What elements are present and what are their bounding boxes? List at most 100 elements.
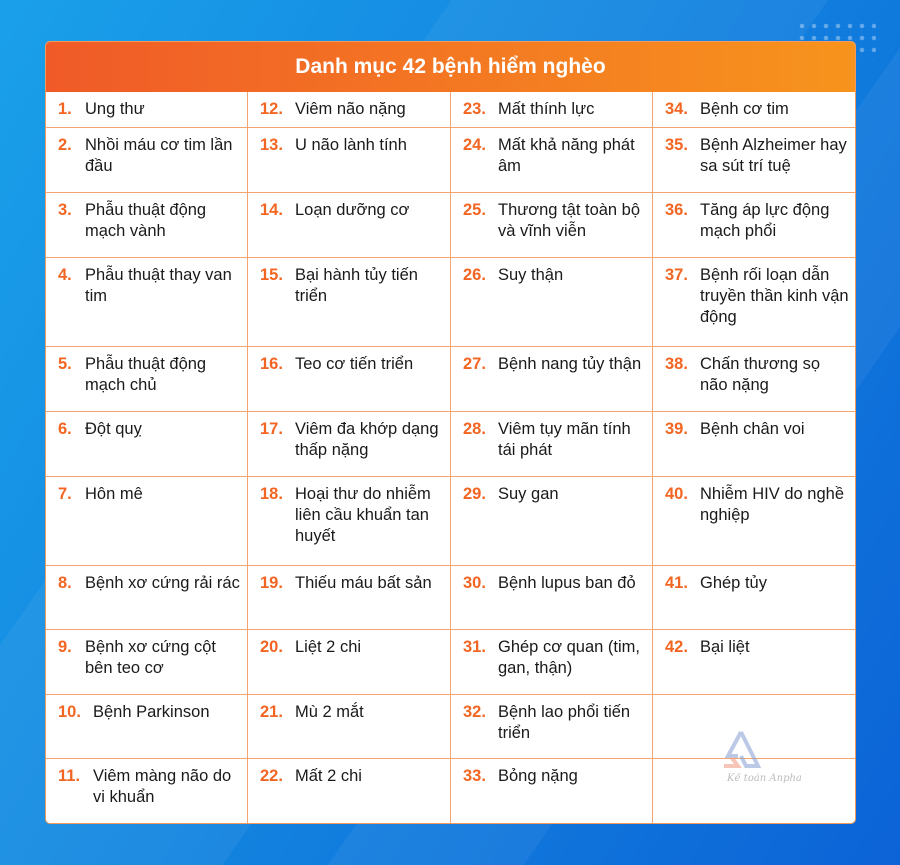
disease-name: Bệnh nang tủy thận: [498, 355, 642, 373]
disease-item: 37. Bệnh rối loạn dẫn truyền thần kinh vậ…: [653, 258, 855, 347]
disease-name: Mất 2 chi: [295, 767, 362, 785]
disease-item: 19. Thiếu máu bất sản: [248, 566, 451, 630]
disease-table-card: Danh mục 42 bệnh hiểm nghèo 1. Ung thư 12.…: [45, 41, 856, 824]
disease-name: Nhồi máu cơ tim lần đầu: [85, 136, 233, 175]
disease-name: U não lành tính: [295, 136, 407, 154]
disease-name: Bệnh Alzheimer hay sa sút trí tuệ: [700, 136, 847, 175]
disease-name: Suy gan: [498, 485, 559, 503]
disease-name: Chấn thương sọ não nặng: [700, 355, 821, 394]
disease-number: 37.: [665, 266, 688, 284]
disease-name: Bại liệt: [700, 638, 750, 656]
disease-number: 12.: [260, 100, 283, 118]
table-title: Danh mục 42 bệnh hiểm nghèo: [46, 42, 855, 92]
disease-name: Ung thư: [85, 100, 145, 118]
disease-name: Phẫu thuật thay van tim: [85, 266, 232, 305]
disease-number: 24.: [463, 136, 486, 154]
disease-item: 39. Bệnh chân voi: [653, 412, 855, 477]
disease-item: 34. Bệnh cơ tim: [653, 92, 855, 128]
disease-name: Bệnh xơ cứng cột bên teo cơ: [85, 638, 217, 677]
disease-item: 28. Viêm tụy mãn tính tái phát: [451, 412, 653, 477]
disease-item: 41. Ghép tủy: [653, 566, 855, 630]
watermark-text: Kế toán Anpha: [727, 773, 802, 784]
disease-name: Thiếu máu bất sản: [295, 574, 432, 592]
disease-item: 10. Bệnh Parkinson: [46, 695, 248, 759]
disease-item: 20. Liệt 2 chi: [248, 630, 451, 695]
disease-item: 40. Nhiễm HIV do nghề nghiệp: [653, 477, 855, 566]
disease-number: 22.: [260, 767, 283, 785]
disease-item: 15. Bại hành tủy tiến triển: [248, 258, 451, 347]
disease-number: 41.: [665, 574, 688, 592]
disease-number: 23.: [463, 100, 486, 118]
disease-number: 17.: [260, 420, 283, 438]
disease-name: Nhiễm HIV do nghề nghiệp: [700, 485, 844, 524]
disease-number: 5.: [58, 355, 72, 373]
disease-name: Liệt 2 chi: [295, 638, 362, 656]
disease-item: 35. Bệnh Alzheimer hay sa sút trí tuệ: [653, 128, 855, 193]
disease-item: 2. Nhồi máu cơ tim lần đầu: [46, 128, 248, 193]
disease-number: 29.: [463, 485, 486, 503]
disease-item: 31. Ghép cơ quan (tim, gan, thận): [451, 630, 653, 695]
disease-name: Suy thận: [498, 266, 564, 284]
disease-number: 42.: [665, 638, 688, 656]
disease-name: Thương tật toàn bộ và vĩnh viễn: [498, 201, 641, 240]
disease-number: 28.: [463, 420, 486, 438]
disease-number: 31.: [463, 638, 486, 656]
disease-item: 14. Loạn dưỡng cơ: [248, 193, 451, 258]
disease-number: 2.: [58, 136, 72, 154]
disease-name: Bệnh lupus ban đỏ: [498, 574, 636, 592]
disease-number: 7.: [58, 485, 72, 503]
disease-item: 24. Mất khả năng phát âm: [451, 128, 653, 193]
disease-item: 32. Bệnh lao phổi tiến triển: [451, 695, 653, 759]
disease-number: 25.: [463, 201, 486, 219]
disease-number: 32.: [463, 703, 486, 721]
disease-item: 22. Mất 2 chi: [248, 759, 451, 823]
disease-item: 1. Ung thư: [46, 92, 248, 128]
disease-item: 17. Viêm đa khớp dạng thấp nặng: [248, 412, 451, 477]
disease-item: 3. Phẫu thuật động mạch vành: [46, 193, 248, 258]
disease-number: 1.: [58, 100, 72, 118]
disease-number: 21.: [260, 703, 283, 721]
disease-number: 35.: [665, 136, 688, 154]
disease-item: 42. Bại liệt: [653, 630, 855, 695]
disease-item: 25. Thương tật toàn bộ và vĩnh viễn: [451, 193, 653, 258]
disease-name: Viêm đa khớp dạng thấp nặng: [295, 420, 439, 459]
disease-number: 20.: [260, 638, 283, 656]
disease-name: Bại hành tủy tiến triển: [295, 266, 418, 305]
disease-item: 13. U não lành tính: [248, 128, 451, 193]
disease-number: 6.: [58, 420, 72, 438]
disease-number: 8.: [58, 574, 72, 592]
disease-number: 30.: [463, 574, 486, 592]
disease-name: Hoại thư do nhiễm liên cầu khuẩn tan huy…: [295, 485, 431, 545]
disease-item: 33. Bỏng nặng: [451, 759, 653, 823]
disease-item: 12. Viêm não nặng: [248, 92, 451, 128]
disease-name: Tăng áp lực động mạch phổi: [700, 201, 830, 240]
disease-item: 27. Bệnh nang tủy thận: [451, 347, 653, 412]
disease-item: 23. Mất thính lực: [451, 92, 653, 128]
disease-number: 9.: [58, 638, 72, 656]
disease-item: 11. Viêm màng não do vi khuẩn: [46, 759, 248, 823]
disease-number: 3.: [58, 201, 72, 219]
disease-number: 39.: [665, 420, 688, 438]
disease-item: 21. Mù 2 mắt: [248, 695, 451, 759]
disease-number: 34.: [665, 100, 688, 118]
disease-name: Bệnh rối loạn dẫn truyền thần kinh vận đ…: [700, 266, 849, 326]
disease-name: Bệnh cơ tim: [700, 100, 789, 118]
disease-number: 33.: [463, 767, 486, 785]
disease-number: 19.: [260, 574, 283, 592]
disease-item: 9. Bệnh xơ cứng cột bên teo cơ: [46, 630, 248, 695]
disease-item: 6. Đột quỵ: [46, 412, 248, 477]
disease-number: 13.: [260, 136, 283, 154]
disease-name: Đột quỵ: [85, 420, 142, 438]
disease-name: Bệnh chân voi: [700, 420, 805, 438]
disease-item: 36. Tăng áp lực động mạch phổi: [653, 193, 855, 258]
disease-name: Bệnh Parkinson: [93, 703, 210, 721]
disease-name: Bệnh xơ cứng rải rác: [85, 574, 240, 592]
disease-name: Ghép cơ quan (tim, gan, thận): [498, 638, 640, 677]
disease-name: Mất khả năng phát âm: [498, 136, 635, 175]
disease-number: 26.: [463, 266, 486, 284]
disease-name: Mù 2 mắt: [295, 703, 364, 721]
disease-number: 27.: [463, 355, 486, 373]
disease-name: Bệnh lao phổi tiến triển: [498, 703, 631, 742]
disease-item: 8. Bệnh xơ cứng rải rác: [46, 566, 248, 630]
disease-name: Phẫu thuật động mạch vành: [85, 201, 207, 240]
